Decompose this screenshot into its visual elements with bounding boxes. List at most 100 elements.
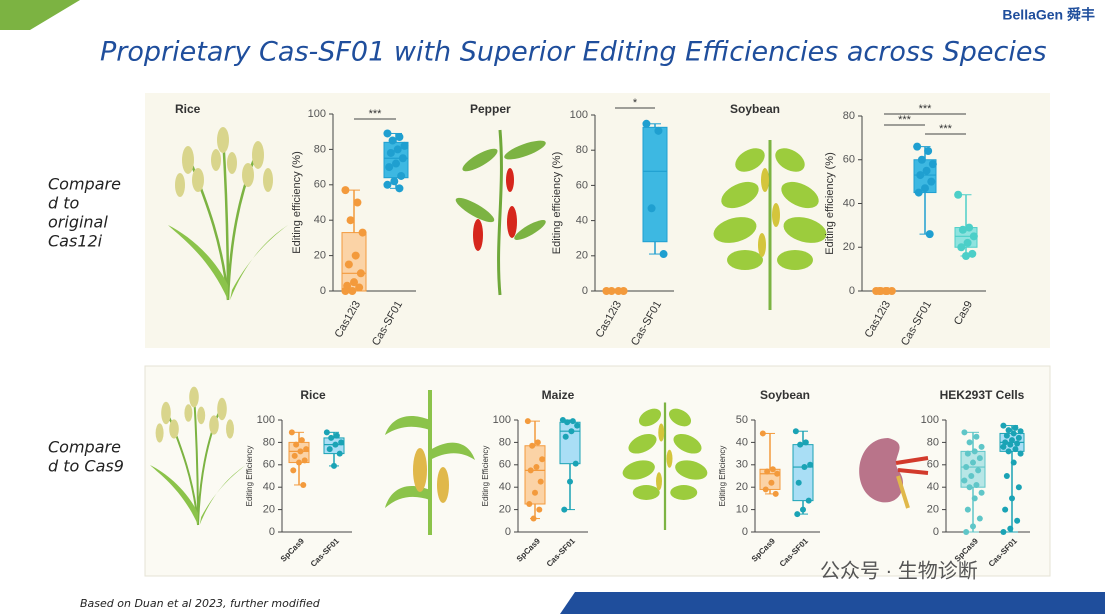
box (792, 444, 814, 502)
data-point (1010, 430, 1017, 437)
data-point (288, 429, 295, 436)
data-point (1005, 427, 1012, 434)
significance-label: *** (369, 108, 383, 120)
row-label: original (48, 213, 108, 232)
y-tick-label: 0 (849, 285, 855, 297)
data-point (962, 252, 970, 260)
data-point (298, 437, 305, 444)
data-point (976, 515, 983, 522)
y-tick-label: 60 (843, 154, 855, 166)
y-tick-label: 20 (263, 504, 275, 516)
data-point (341, 287, 350, 295)
y-tick-label: 20 (314, 250, 326, 262)
data-point (1005, 448, 1012, 455)
panel (145, 93, 1050, 348)
data-point (968, 473, 975, 479)
y-tick-label: 40 (314, 214, 326, 226)
data-point (341, 186, 350, 195)
data-point (1007, 441, 1014, 448)
data-point (971, 495, 978, 502)
data-point (383, 129, 392, 138)
data-point (358, 228, 367, 237)
data-point (1000, 529, 1007, 535)
data-point (537, 478, 544, 485)
chart-title: HEK293T Cells (940, 388, 1025, 402)
data-point (970, 523, 976, 530)
watermark: 公众号 · 生物诊断 (820, 559, 978, 582)
data-point (336, 450, 343, 457)
data-point (400, 141, 409, 150)
data-point (536, 506, 543, 513)
data-point (568, 428, 575, 435)
y-tick-label: 100 (921, 414, 939, 426)
data-point (963, 464, 970, 471)
y-tick-label: 40 (843, 197, 855, 209)
data-point (300, 481, 307, 488)
data-point (1000, 422, 1007, 429)
y-tick-label: 20 (499, 504, 511, 516)
y-tick-label: 0 (505, 526, 511, 538)
data-point (527, 467, 534, 474)
data-point (921, 184, 929, 193)
data-point (966, 484, 973, 491)
data-point (914, 188, 923, 197)
row-label: d to Cas9 (48, 457, 124, 476)
chart-title: Soybean (730, 102, 780, 116)
data-point (524, 418, 531, 425)
data-point (395, 133, 404, 142)
data-point (607, 287, 616, 295)
y-tick-label: 10 (736, 504, 748, 516)
pepper-illustration (455, 129, 546, 296)
data-point (928, 160, 937, 169)
data-point (574, 422, 581, 429)
y-axis-label: Editing efficiency (%) (824, 152, 836, 255)
data-point (917, 155, 926, 164)
data-point (1003, 432, 1010, 439)
chart-title: Maize (542, 388, 575, 402)
data-point (642, 119, 651, 128)
data-point (393, 145, 402, 154)
data-point (350, 278, 358, 287)
data-point (654, 126, 663, 135)
data-point (970, 459, 976, 466)
data-point (567, 478, 573, 485)
data-point (297, 448, 304, 455)
data-point (344, 260, 353, 269)
data-point (759, 430, 766, 437)
data-point (881, 287, 890, 295)
significance-label: *** (919, 103, 933, 115)
data-point (924, 147, 933, 155)
data-point (969, 232, 978, 241)
y-tick-label: 30 (736, 459, 748, 471)
data-point (961, 429, 968, 436)
data-point (647, 204, 656, 213)
y-tick-label: 40 (736, 436, 748, 448)
data-point (963, 529, 970, 535)
row-label: Cas12i (48, 232, 103, 251)
y-axis-label: Editing efficiency (%) (551, 152, 563, 255)
y-tick-label: 80 (499, 436, 511, 448)
y-axis-label: Editing efficiency (%) (291, 151, 303, 254)
slide-title: Proprietary Cas-SF01 with Superior Editi… (100, 37, 1047, 68)
data-point (925, 230, 934, 239)
data-point (922, 166, 931, 175)
data-point (397, 171, 406, 180)
y-tick-label: 20 (736, 481, 748, 493)
data-point (333, 432, 340, 439)
data-point (971, 448, 978, 455)
data-point (975, 467, 982, 474)
data-point (805, 497, 812, 504)
data-point (303, 446, 310, 453)
y-tick-label: 100 (308, 108, 326, 120)
data-point (1014, 517, 1021, 524)
data-point (296, 459, 302, 466)
data-point (801, 464, 808, 471)
data-point (964, 506, 971, 513)
row-label: Compare (48, 175, 121, 194)
y-tick-label: 80 (576, 144, 588, 156)
data-point (1017, 428, 1024, 435)
data-point (1012, 446, 1019, 453)
row-label: Compare (48, 438, 121, 457)
